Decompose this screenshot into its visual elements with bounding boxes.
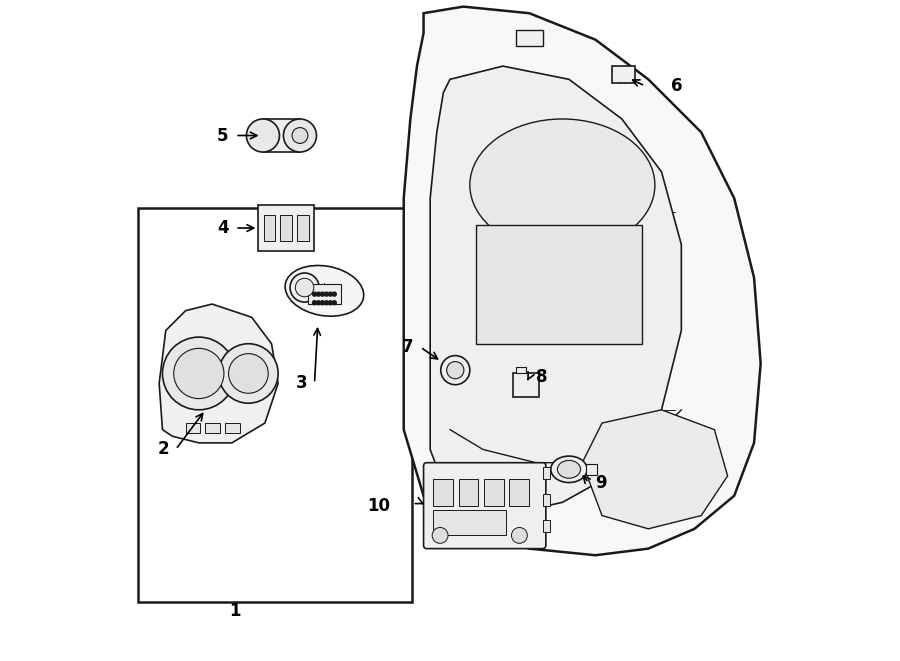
- Bar: [543, 494, 551, 506]
- Circle shape: [324, 301, 328, 305]
- Text: 6: 6: [671, 77, 683, 95]
- Bar: [138, 208, 412, 602]
- Circle shape: [295, 278, 314, 297]
- Circle shape: [163, 337, 235, 410]
- Bar: [280, 215, 292, 241]
- Bar: [516, 367, 526, 373]
- Circle shape: [441, 356, 470, 385]
- Circle shape: [328, 292, 332, 296]
- Bar: [476, 225, 642, 344]
- Polygon shape: [159, 304, 278, 443]
- Bar: [263, 119, 300, 152]
- Bar: [543, 467, 551, 479]
- Circle shape: [317, 292, 320, 296]
- Polygon shape: [430, 66, 681, 516]
- Text: 4: 4: [217, 219, 229, 237]
- Circle shape: [317, 301, 320, 305]
- Ellipse shape: [285, 266, 364, 316]
- Circle shape: [332, 301, 337, 305]
- Ellipse shape: [557, 460, 580, 479]
- Polygon shape: [582, 410, 727, 529]
- Circle shape: [292, 128, 308, 143]
- Circle shape: [174, 348, 224, 399]
- Bar: [225, 423, 239, 433]
- Bar: [483, 479, 503, 506]
- Circle shape: [332, 292, 337, 296]
- Circle shape: [284, 119, 317, 152]
- Circle shape: [511, 527, 527, 543]
- Bar: [459, 479, 479, 506]
- Bar: [434, 510, 506, 535]
- Text: 3: 3: [296, 374, 308, 393]
- Bar: [185, 423, 200, 433]
- Bar: [205, 423, 220, 433]
- Circle shape: [320, 292, 324, 296]
- Polygon shape: [404, 7, 760, 555]
- Bar: [258, 205, 314, 251]
- Bar: [308, 284, 341, 304]
- FancyBboxPatch shape: [424, 463, 545, 549]
- Bar: [513, 373, 539, 397]
- Bar: [516, 30, 543, 46]
- Text: 8: 8: [536, 368, 547, 386]
- Text: 5: 5: [217, 126, 229, 145]
- Bar: [297, 215, 309, 241]
- Circle shape: [290, 273, 320, 302]
- Circle shape: [320, 301, 324, 305]
- Bar: [508, 479, 528, 506]
- Bar: [612, 66, 635, 83]
- Text: 9: 9: [596, 473, 607, 492]
- Ellipse shape: [551, 456, 587, 483]
- Circle shape: [328, 301, 332, 305]
- Text: 10: 10: [367, 496, 391, 515]
- Circle shape: [312, 301, 317, 305]
- Circle shape: [432, 527, 448, 543]
- Text: 2: 2: [158, 440, 169, 459]
- Circle shape: [446, 362, 464, 379]
- Circle shape: [312, 292, 317, 296]
- Bar: [434, 479, 454, 506]
- Text: 1: 1: [230, 602, 241, 621]
- Text: 7: 7: [402, 338, 414, 356]
- Circle shape: [324, 292, 328, 296]
- Bar: [543, 520, 551, 532]
- Circle shape: [229, 354, 268, 393]
- Circle shape: [247, 119, 280, 152]
- Bar: [586, 464, 598, 475]
- Ellipse shape: [470, 119, 655, 251]
- Bar: [264, 215, 275, 241]
- Circle shape: [219, 344, 278, 403]
